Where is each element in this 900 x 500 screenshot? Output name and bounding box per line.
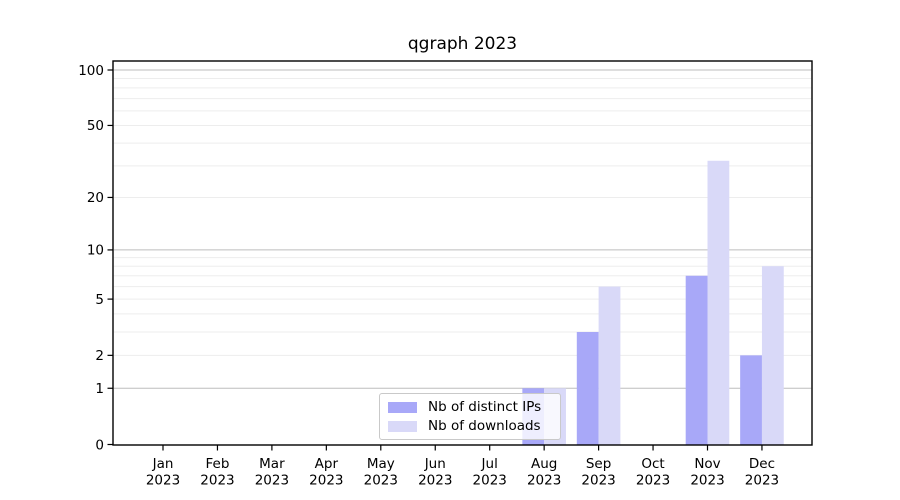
legend: Nb of distinct IPs Nb of downloads	[379, 393, 561, 440]
bar-downloads-sep	[598, 286, 621, 445]
legend-label-distinct-ips: Nb of distinct IPs	[428, 398, 542, 415]
x-tick-label-month-apr: Apr	[315, 456, 339, 472]
legend-label-downloads: Nb of downloads	[428, 417, 541, 434]
bar-downloads-dec	[761, 266, 784, 445]
legend-item-distinct-ips: Nb of distinct IPs	[388, 398, 560, 415]
y-tick-label-20: 20	[87, 190, 104, 206]
y-tick-label-1: 1	[95, 381, 104, 397]
x-tick-label-year-dec: 2023	[745, 473, 779, 489]
x-tick-label-month-dec: Dec	[749, 456, 775, 472]
x-tick-label-year-mar: 2023	[255, 473, 289, 489]
legend-item-downloads: Nb of downloads	[388, 417, 560, 434]
chart-title: qgraph 2023	[407, 34, 518, 54]
x-tick-label-year-oct: 2023	[636, 473, 670, 489]
x-tick-label-month-may: May	[367, 456, 395, 472]
legend-swatch-downloads	[388, 420, 417, 432]
x-tick-label-month-aug: Aug	[531, 456, 557, 472]
plot-border	[112, 60, 813, 446]
y-tick-label-100: 100	[78, 63, 104, 79]
x-tick-label-month-jan: Jan	[152, 456, 174, 472]
x-tick-label-year-jun: 2023	[418, 473, 452, 489]
x-tick-label-month-mar: Mar	[259, 456, 285, 472]
bar-distinct-ips-nov	[685, 275, 708, 445]
y-tick-label-50: 50	[87, 118, 104, 134]
x-tick-label-year-aug: 2023	[527, 473, 561, 489]
x-tick-label-year-sep: 2023	[581, 473, 615, 489]
bar-downloads-nov	[707, 160, 730, 445]
y-tick-label-0: 0	[95, 437, 104, 453]
x-tick-label-year-jul: 2023	[473, 473, 507, 489]
x-tick-label-year-jan: 2023	[146, 473, 180, 489]
x-tick-label-month-sep: Sep	[586, 456, 611, 472]
y-tick-label-10: 10	[87, 243, 104, 259]
x-tick-label-month-oct: Oct	[641, 456, 664, 472]
x-tick-label-month-feb: Feb	[205, 456, 229, 472]
y-tick-label-5: 5	[95, 292, 104, 308]
x-tick-label-year-apr: 2023	[309, 473, 343, 489]
x-tick-label-year-nov: 2023	[690, 473, 724, 489]
legend-swatch-distinct-ips	[388, 401, 417, 413]
x-tick-label-month-jul: Jul	[481, 456, 498, 472]
x-tick-label-year-may: 2023	[364, 473, 398, 489]
x-tick-label-month-jun: Jun	[424, 456, 446, 472]
bar-distinct-ips-dec	[740, 355, 762, 445]
x-tick-label-year-feb: 2023	[200, 473, 234, 489]
x-tick-label-month-nov: Nov	[694, 456, 720, 472]
y-tick-label-2: 2	[95, 348, 104, 364]
bar-distinct-ips-sep	[576, 332, 599, 445]
